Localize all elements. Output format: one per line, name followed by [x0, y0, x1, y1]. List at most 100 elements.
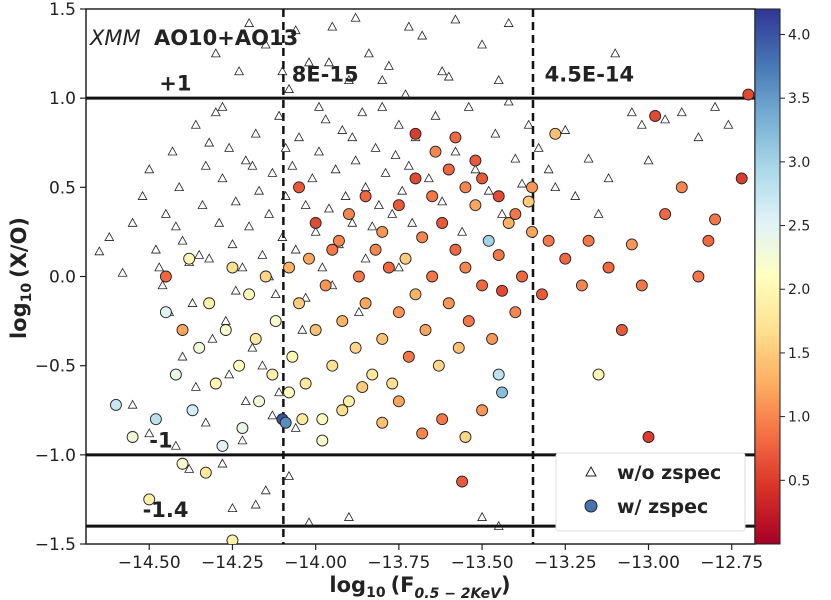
triangle-point — [533, 142, 544, 152]
circle-point — [236, 422, 249, 435]
vline-label-0: 8E-15 — [292, 62, 359, 86]
triangle-point — [343, 75, 354, 85]
triangle-point — [323, 203, 334, 213]
triangle-point — [297, 324, 308, 334]
triangle-point — [423, 173, 434, 183]
circle-point — [369, 243, 382, 256]
circle-point — [149, 413, 162, 426]
colorbar-tick-label: 4.0 — [788, 27, 810, 43]
circle-point — [376, 332, 389, 345]
triangle-point — [190, 119, 201, 129]
triangle-point — [300, 292, 311, 302]
x-tick-label: −13.75 — [367, 553, 430, 573]
circle-point — [559, 252, 572, 265]
triangle-point — [360, 253, 371, 263]
circle-point — [426, 270, 439, 283]
circle-point — [469, 199, 482, 212]
circle-point — [459, 261, 472, 274]
triangle-point — [150, 244, 161, 254]
circle-point — [542, 234, 555, 247]
triangle-point — [277, 66, 288, 76]
triangle-point — [373, 199, 384, 209]
triangle-point — [184, 463, 195, 473]
triangle-point — [323, 57, 334, 67]
circle-point — [319, 279, 332, 292]
triangle-point — [287, 160, 298, 170]
triangle-point — [304, 57, 314, 67]
circle-point — [293, 181, 305, 194]
triangle-point — [503, 96, 514, 106]
triangle-point — [117, 267, 128, 277]
y-axis-title-sub: 10 — [19, 283, 35, 303]
chart-title: XMM AO10+AO13 — [89, 26, 298, 50]
circle-point — [326, 243, 339, 256]
triangle-point — [257, 249, 268, 259]
y-tick-label: 0.0 — [49, 268, 76, 288]
circle-point — [416, 427, 429, 440]
circle-point — [482, 234, 495, 247]
circle-point — [110, 398, 122, 411]
triangle-point — [340, 190, 351, 200]
circle-point — [702, 234, 715, 247]
circle-point — [359, 190, 372, 203]
circle-point — [259, 270, 272, 283]
colorbar-gradient — [754, 8, 781, 545]
circle-point — [226, 261, 239, 274]
triangle-point — [643, 155, 654, 165]
circle-point — [449, 243, 462, 256]
triangle-point — [443, 71, 454, 81]
legend-circle-marker — [584, 499, 598, 513]
circle-point — [159, 270, 172, 283]
triangle-point — [393, 262, 404, 272]
colorbar-tick-label: 3.5 — [788, 91, 810, 107]
triangle-point — [676, 107, 687, 117]
triangle-point — [493, 520, 504, 530]
y-axis-title-rest: (X/O) — [7, 217, 31, 278]
triangle-point — [290, 244, 301, 254]
circle-point — [492, 368, 505, 381]
circle-point — [366, 368, 379, 381]
triangle-point — [160, 208, 171, 218]
circle-point — [509, 208, 522, 221]
circle-point — [496, 284, 508, 297]
y-tick-label: −0.5 — [35, 357, 76, 377]
x-axis-title-main: log — [329, 573, 366, 597]
circle-point — [442, 297, 455, 310]
triangle-point — [304, 517, 314, 527]
triangle-point — [350, 12, 361, 22]
triangle-point — [363, 48, 374, 58]
circle-point — [316, 434, 329, 447]
circle-point — [336, 315, 349, 328]
circle-point — [303, 252, 315, 265]
colorbar: 0.5 1.0 1.5 2.0 2.5 3.0 3.5 4.0 — [754, 8, 810, 545]
circle-point — [169, 368, 182, 381]
triangle-point — [247, 160, 258, 170]
triangle-point — [247, 342, 258, 352]
chart-title-rest: AO10+AO13 — [154, 26, 298, 50]
triangle-point — [210, 107, 221, 117]
triangle-point — [217, 458, 228, 468]
circle-point — [536, 288, 548, 301]
triangle-point — [167, 146, 178, 156]
circle-point — [219, 324, 232, 336]
triangle-point — [277, 231, 288, 241]
triangle-point — [274, 387, 285, 397]
legend: w/o zspec w/ zspec — [555, 452, 746, 532]
x-axis-title-fsub: 0.5 − 2KeV — [415, 586, 503, 600]
vline-label-1: 4.5E-14 — [545, 62, 635, 86]
legend-box — [555, 452, 746, 532]
circle-point — [159, 306, 172, 319]
circle-point — [126, 431, 139, 443]
y-tick-label: −1.0 — [35, 446, 76, 466]
circle-point — [516, 270, 528, 283]
triangle-point — [583, 153, 594, 163]
triangle-point — [470, 164, 481, 174]
y-tick-label: 1.5 — [49, 0, 76, 20]
triangle-point — [330, 164, 341, 174]
triangle-point — [347, 217, 358, 227]
circle-point — [249, 332, 262, 345]
circle-point — [243, 288, 256, 301]
triangle-point — [174, 182, 185, 192]
circle-point — [432, 359, 445, 372]
